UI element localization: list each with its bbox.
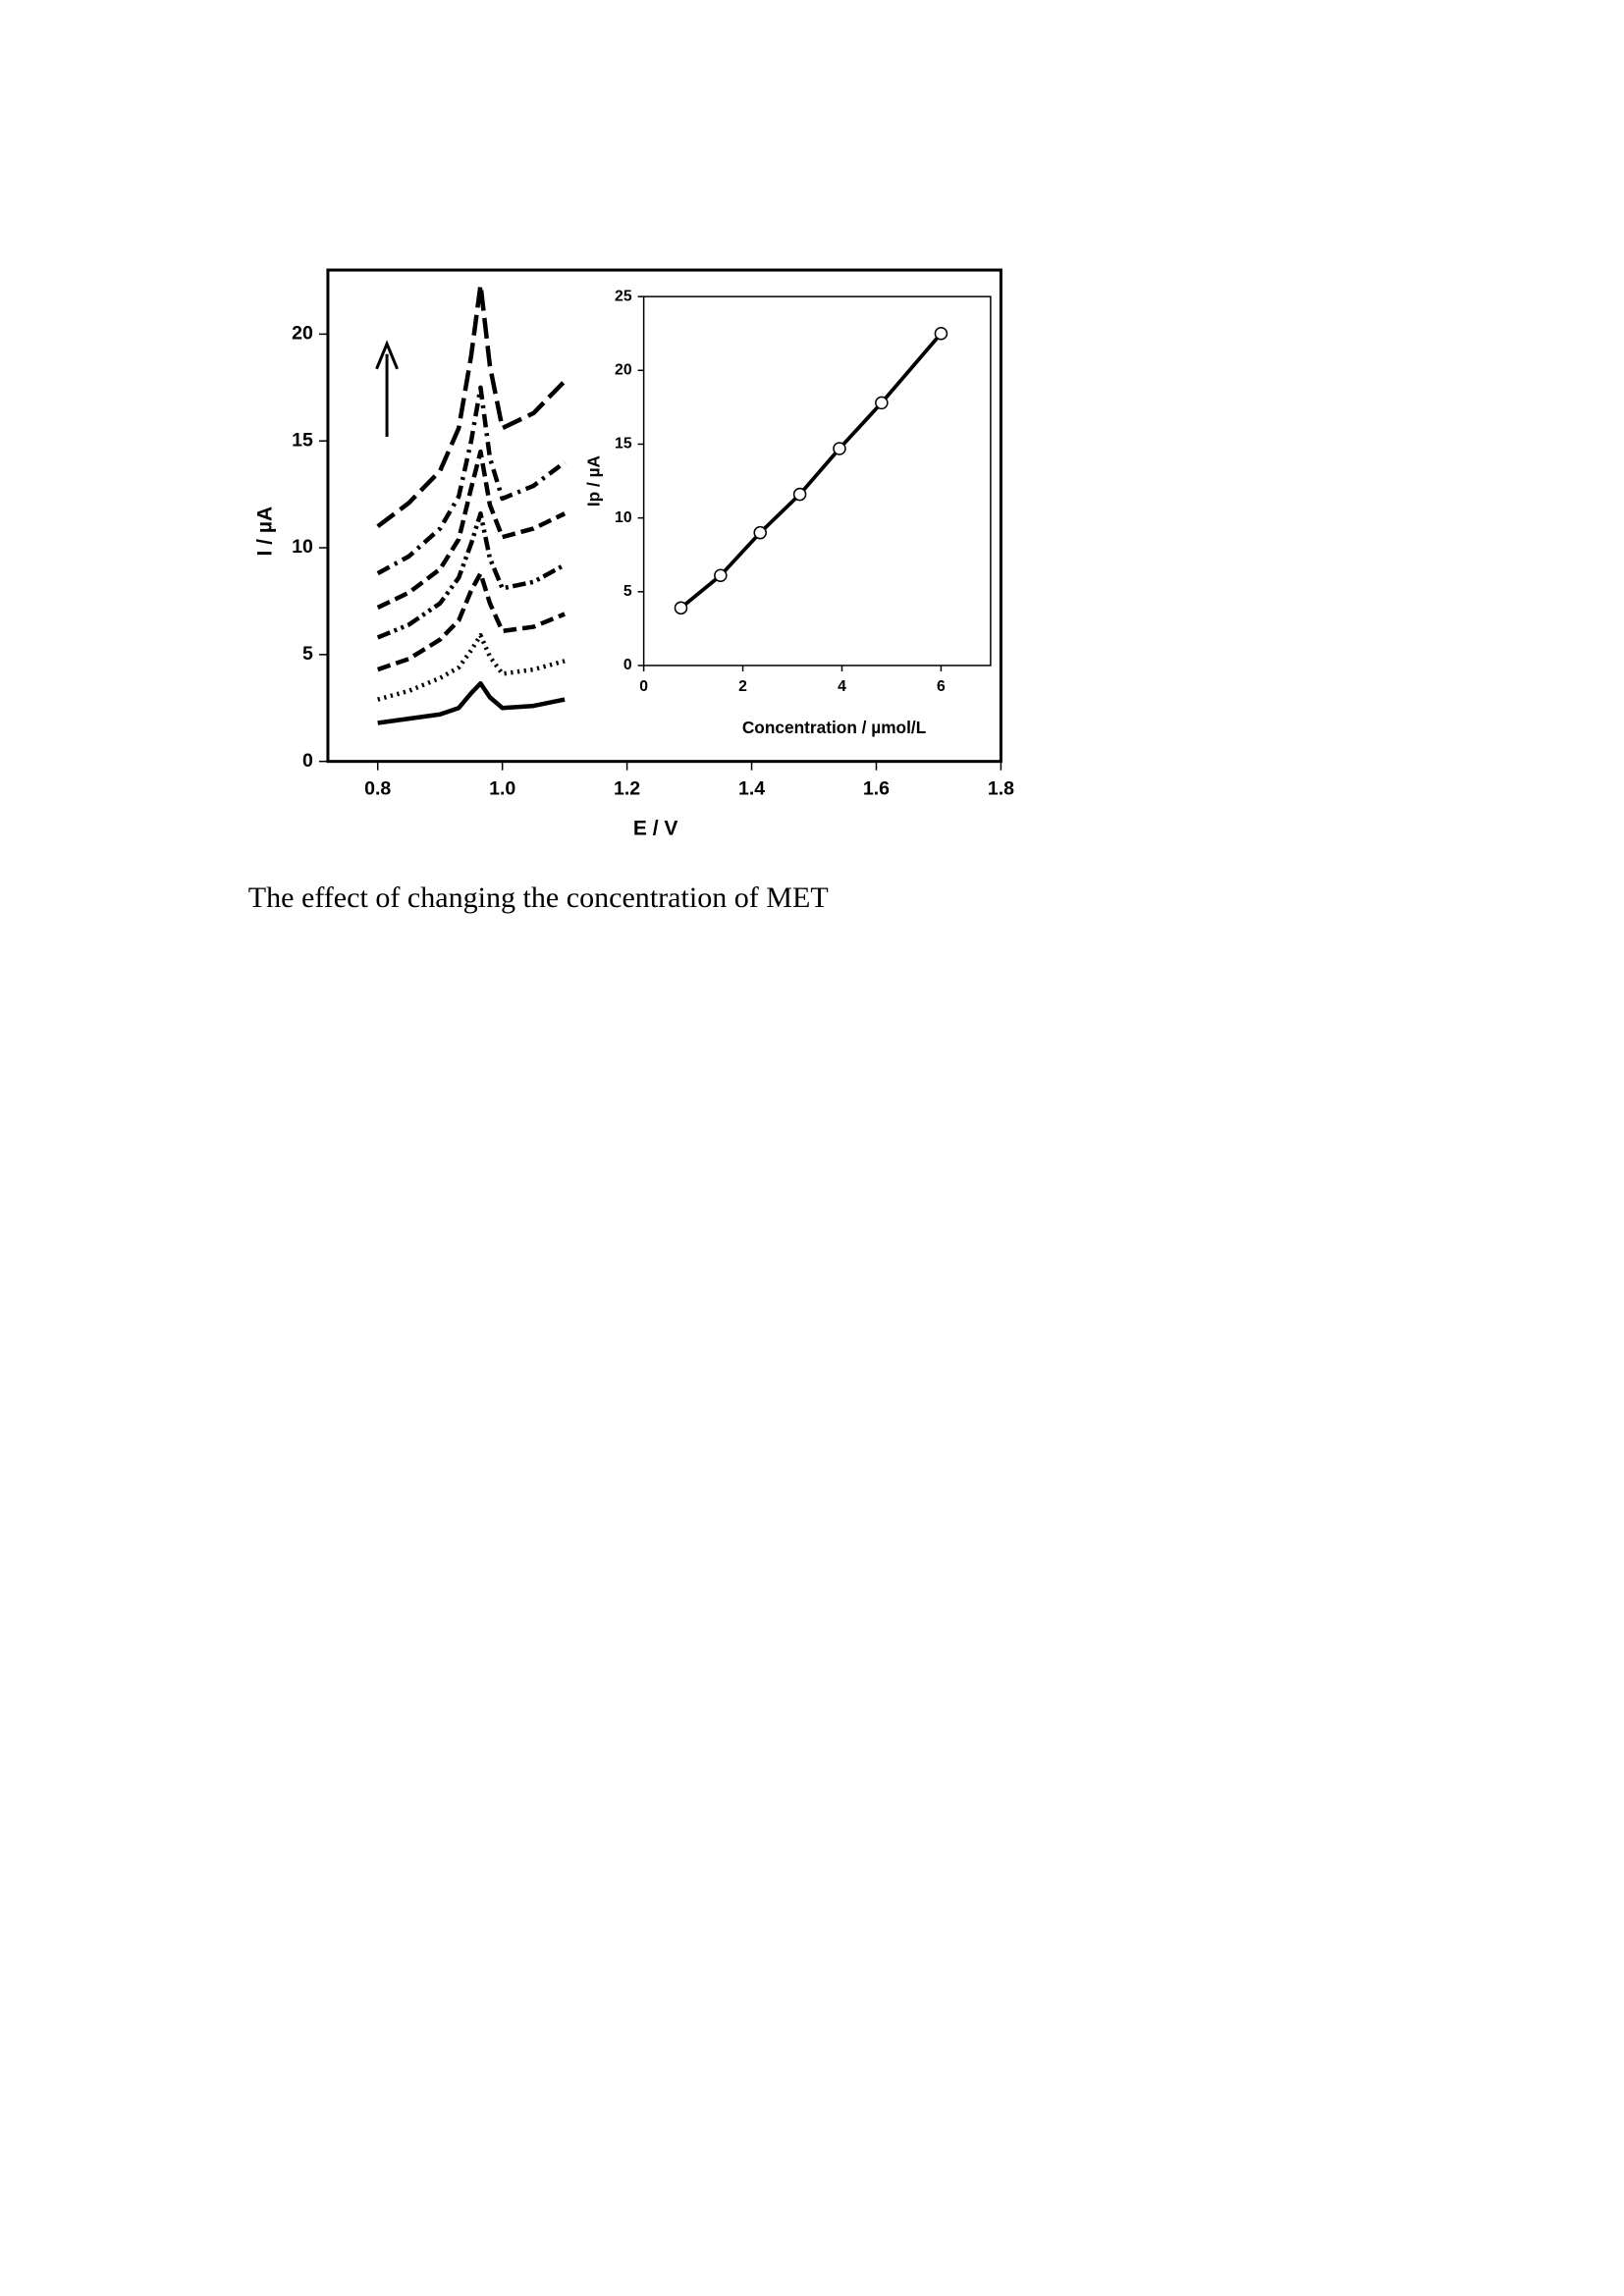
data-point xyxy=(792,487,807,502)
voltammogram-line xyxy=(376,570,566,672)
x-axis-label: Concentration / µmol/L xyxy=(742,718,927,737)
y-tick-label: 25 xyxy=(615,288,632,304)
y-tick-label: 0 xyxy=(623,657,632,673)
x-tick-label: 4 xyxy=(838,678,846,695)
y-tick-label: 5 xyxy=(302,643,313,665)
plot-frame xyxy=(326,268,1002,764)
voltammogram-line xyxy=(376,449,567,610)
arrow-head xyxy=(375,340,399,370)
y-tick-label: 10 xyxy=(615,509,632,526)
voltammogram-line xyxy=(377,680,566,725)
y-tick-label: 15 xyxy=(615,436,632,453)
x-tick-label: 1.4 xyxy=(738,777,765,799)
y-tick-label: 0 xyxy=(302,750,313,772)
x-tick-label: 0.8 xyxy=(364,777,391,799)
x-tick-label: 1.0 xyxy=(489,777,515,799)
caption: The effect of changing the concentration… xyxy=(248,881,829,914)
y-axis-label: Ip / µA xyxy=(584,454,604,507)
y-tick-label: 10 xyxy=(292,536,313,558)
x-tick-label: 1.2 xyxy=(614,777,640,799)
x-axis-label: E / V xyxy=(633,817,678,839)
voltammogram-line xyxy=(376,510,567,640)
y-tick-label: 20 xyxy=(292,323,313,345)
data-point xyxy=(833,442,846,455)
data-point xyxy=(934,326,948,341)
x-tick-label: 2 xyxy=(738,678,747,695)
y-tick-label: 15 xyxy=(292,429,313,451)
voltammogram-line xyxy=(377,632,566,702)
x-tick-label: 0 xyxy=(639,678,648,695)
voltammogram-line xyxy=(376,283,567,529)
plot-frame xyxy=(642,295,992,667)
data-point xyxy=(714,568,728,583)
data-point xyxy=(875,396,889,410)
data-point xyxy=(674,601,688,615)
x-tick-label: 6 xyxy=(937,678,946,695)
calibration-line xyxy=(679,332,943,610)
x-tick-label: 1.8 xyxy=(988,777,1014,799)
x-tick-label: 1.6 xyxy=(863,777,890,799)
data-point xyxy=(753,525,767,540)
y-tick-label: 20 xyxy=(615,361,632,378)
y-tick-label: 5 xyxy=(623,583,632,600)
voltammogram-line xyxy=(376,385,567,576)
y-axis-label: I / µA xyxy=(253,507,276,557)
